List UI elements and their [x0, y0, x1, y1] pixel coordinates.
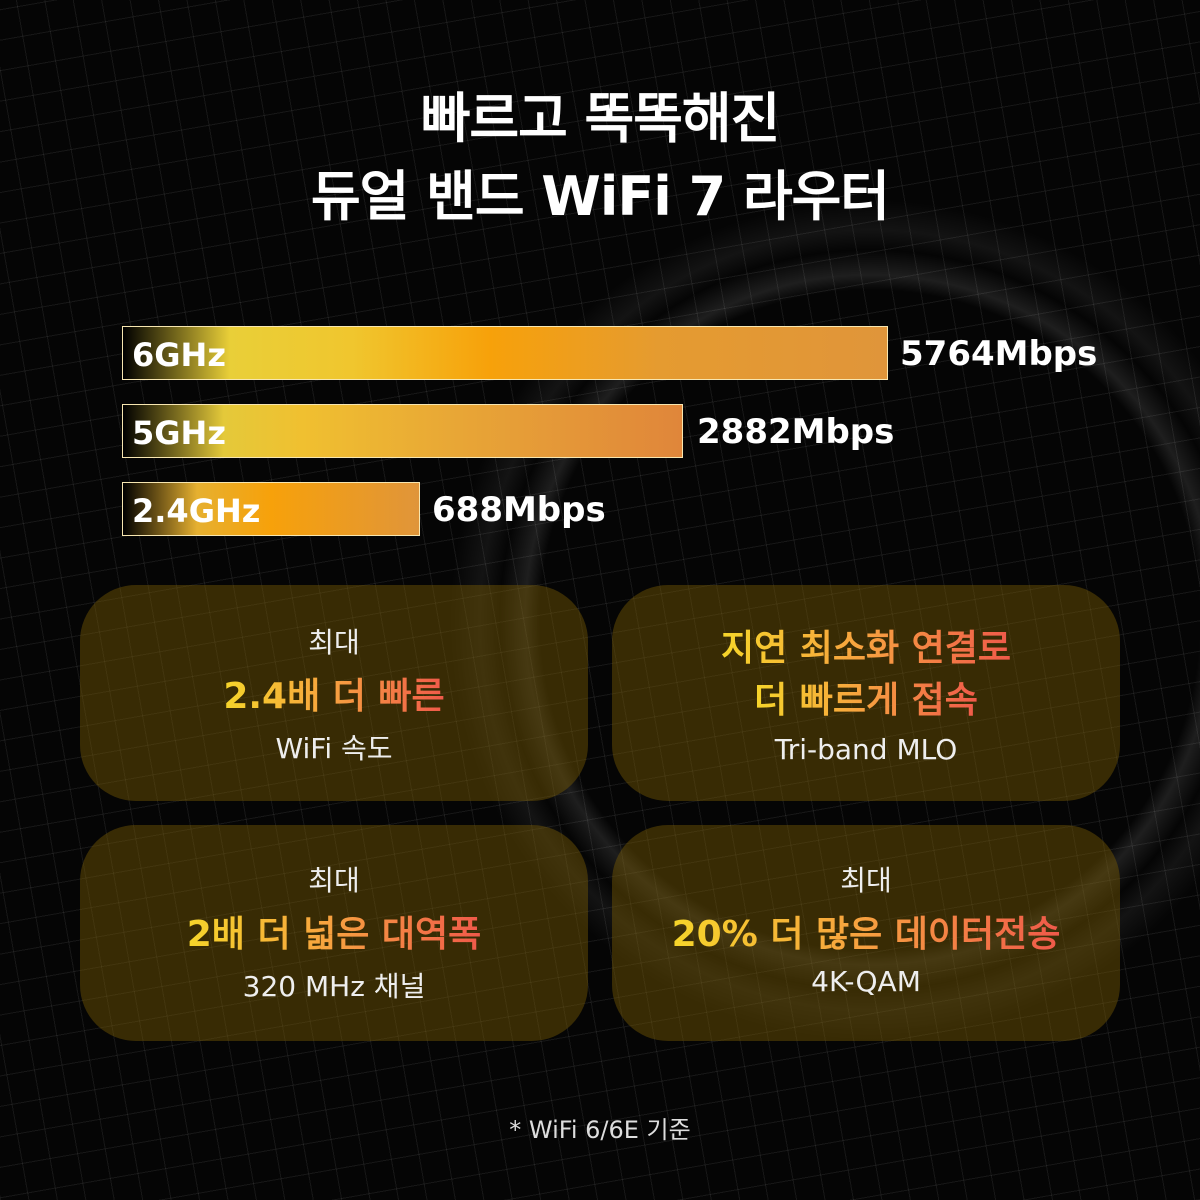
- bar-value-label: 5764Mbps: [900, 334, 1098, 374]
- card-top-text: 최대: [308, 626, 360, 659]
- card-top-text: 최대: [840, 864, 892, 897]
- card-highlight: 2.4배 더 빠른: [223, 667, 444, 719]
- title-line-2: 듀얼 밴드 WiFi 7 라우터: [310, 165, 890, 228]
- bar-5ghz: [122, 404, 683, 458]
- bar-value-label: 688Mbps: [432, 490, 606, 530]
- card-highlight-2: 더 빠르게 접속: [754, 671, 978, 723]
- card-bottom-text: 320 MHz 채널: [242, 970, 426, 1003]
- bar-6ghz: [122, 326, 888, 380]
- bar-label: 2.4GHz: [132, 492, 261, 530]
- card-bottom-text: Tri-band MLO: [774, 733, 958, 766]
- bar-24ghz: [122, 482, 420, 536]
- card-highlight: 2배 더 넓은 대역폭: [187, 905, 482, 957]
- footnote: * WiFi 6/6E 기준: [509, 1116, 691, 1144]
- feature-card-qam: 최대 20% 더 많은 데이터전송 4K-QAM: [612, 825, 1120, 1041]
- bar-label: 6GHz: [132, 336, 226, 374]
- card-bottom-text: WiFi 속도: [275, 732, 393, 765]
- card-top-text: 최대: [308, 864, 360, 897]
- card-highlight: 20% 더 많은 데이터전송: [672, 905, 1061, 957]
- page-title: 빠르고 똑똑해진 듀얼 밴드 WiFi 7 라우터: [0, 80, 1200, 236]
- bar-value-label: 2882Mbps: [697, 412, 895, 452]
- feature-card-speed: 최대 2.4배 더 빠른 WiFi 속도: [80, 585, 588, 801]
- title-line-1: 빠르고 똑똑해진: [420, 87, 781, 150]
- bar-label: 5GHz: [132, 414, 226, 452]
- feature-card-mlo: 지연 최소화 연결로 더 빠르게 접속 Tri-band MLO: [612, 585, 1120, 801]
- feature-card-bandwidth: 최대 2배 더 넓은 대역폭 320 MHz 채널: [80, 825, 588, 1041]
- card-highlight: 지연 최소화 연결로: [721, 619, 1011, 671]
- card-bottom-text: 4K-QAM: [811, 965, 921, 998]
